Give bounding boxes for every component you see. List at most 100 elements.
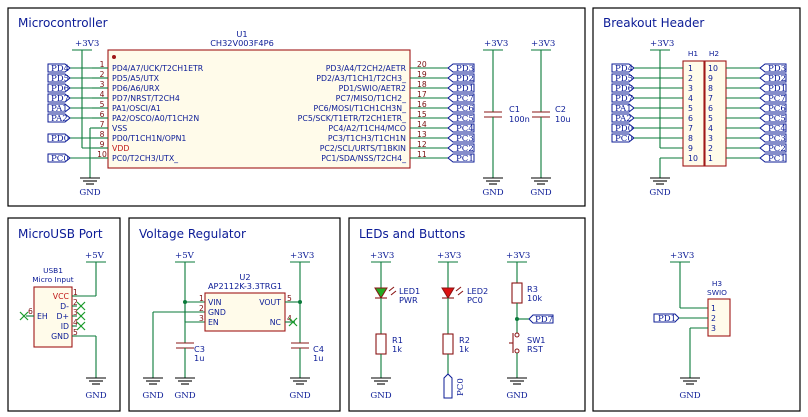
reg-gnd-label: GND <box>142 391 163 401</box>
mcu-right-pc3-label: PC3 <box>456 134 474 144</box>
mcu-right-pc6-label: PC6 <box>456 104 474 114</box>
usb-pin-name: GND <box>51 332 69 341</box>
pin1-marker <box>112 55 116 59</box>
reg-gnd-symbol <box>143 377 163 385</box>
sw1-gnd-label: GND <box>506 391 527 401</box>
usb-pin-number: 3 <box>73 308 78 317</box>
sw1-pd7-label: PD7 <box>535 315 553 325</box>
mcu-pin-name: PC6/MOSI/T1CH1CH3N_ <box>314 104 407 113</box>
mcu-pin-number: 18 <box>417 80 427 89</box>
c1-supply-net: +3V3 <box>484 39 508 49</box>
h3-ref: H3 <box>712 279 723 288</box>
usb-nc-marker <box>76 311 86 321</box>
header-gnd-symbol <box>650 177 670 185</box>
mcu-right-pd2-port <box>447 73 475 83</box>
h3-supply-net: +3V3 <box>670 251 694 261</box>
mcu-left-pd6-label: PD6 <box>51 84 69 94</box>
mcu-vdd-net: +3V3 <box>75 39 99 49</box>
reg-output-net: +3V3 <box>290 251 314 261</box>
h1-ref: H1 <box>688 49 699 58</box>
h2-pc6-port <box>759 103 787 113</box>
reg-nc-marker <box>288 317 298 327</box>
mcu-pin-number: 8 <box>100 130 105 139</box>
mcu-left-pa2-label: PA2 <box>51 114 68 124</box>
c2-value: 10u <box>555 114 571 124</box>
mcu-pin-number: 6 <box>100 110 105 119</box>
mcu-right-pd1-port <box>447 83 475 93</box>
h3-pin3: 3 <box>711 324 716 333</box>
h1-pd0-port <box>611 123 635 133</box>
mcu-left-pa1-port <box>47 103 71 113</box>
usb-eh-number: 6 <box>28 307 33 316</box>
h2-pd2-label: PD2 <box>768 74 786 84</box>
r2-ref: R2 <box>459 335 470 345</box>
h2-pc6-label: PC6 <box>768 104 786 114</box>
usb-pin-number: 5 <box>73 328 78 337</box>
regulator-block <box>128 217 341 412</box>
sw1-pd7-port <box>528 314 554 324</box>
mcu-right-pd3-port <box>447 63 475 73</box>
r2-value: 1k <box>459 344 469 354</box>
h1-pa1-port <box>611 103 635 113</box>
microcontroller-title: Microcontroller <box>18 16 108 30</box>
mcu-left-pd7-label: PD7 <box>51 94 69 104</box>
led1-ref: LED1 <box>399 286 420 296</box>
mcu-pin-name: PC5/SCK/T1ETR/T2CH1ETR_ <box>298 114 406 123</box>
c3-value: 1u <box>194 353 204 363</box>
c4-gnd-label: GND <box>289 391 310 401</box>
mcu-pin-number: 15 <box>417 110 427 119</box>
header-supply-net: +3V3 <box>650 39 674 49</box>
regulator-title: Voltage Regulator <box>139 227 246 241</box>
c1-ref: C1 <box>509 104 520 114</box>
mcu-ref: U1 <box>236 29 247 39</box>
h1-body <box>682 60 705 167</box>
led1-supply-net: +3V3 <box>370 251 394 261</box>
h2-pin-number: 10 <box>708 64 718 73</box>
header-gnd-label: GND <box>649 188 670 198</box>
mcu-pin-number: 9 <box>100 140 105 149</box>
mcu-left-pd4-port <box>47 63 71 73</box>
h2-pc2-port <box>759 143 787 153</box>
h1-pc0-port <box>611 133 635 143</box>
mcu-left-pd5-label: PD5 <box>51 74 69 84</box>
mcu-right-pd1-label: PD1 <box>456 84 474 94</box>
reg-pin-number: 5 <box>287 294 292 303</box>
mcu-pin-number: 10 <box>97 150 107 159</box>
r3-ref: R3 <box>527 284 538 294</box>
h2-pin-number: 6 <box>708 104 713 113</box>
usb-pin-name: D- <box>60 302 69 311</box>
mcu-right-pc2-port <box>447 143 475 153</box>
mcu-left-pd6-port <box>47 83 71 93</box>
r1-ref: R1 <box>392 335 403 345</box>
h3-pin1: 1 <box>711 304 716 313</box>
mcu-right-pc2-label: PC2 <box>456 144 474 154</box>
reg-pin-number: 1 <box>199 294 204 303</box>
usb-ref: USB1 <box>43 266 63 275</box>
r1-gnd-symbol <box>371 377 391 385</box>
mcu-body <box>107 49 411 169</box>
h1-pin-number: 5 <box>688 104 693 113</box>
mcu-right-pc7-label: PC7 <box>456 94 474 104</box>
h1-pd4-port <box>611 63 635 73</box>
usb-nc-marker <box>76 321 86 331</box>
mcu-left-pc0-port <box>47 153 71 163</box>
h1-pin-number: 2 <box>688 74 693 83</box>
mcu-pin-name: PC7/MISO/T1CH2_ <box>336 94 406 103</box>
usb-body <box>33 286 73 348</box>
usb-value: Micro Input <box>32 275 73 284</box>
mcu-right-pc5-port <box>447 113 475 123</box>
h1-pd5-port <box>611 73 635 83</box>
mcu-left-pd0-port <box>47 133 71 143</box>
reg-ref: U2 <box>239 272 250 282</box>
mcu-right-pc4-port <box>447 123 475 133</box>
h1-pd5-label: PD5 <box>615 74 633 84</box>
r2-symbol <box>442 333 454 355</box>
mcu-pin-number: 5 <box>100 100 105 109</box>
led2-supply-net: +3V3 <box>437 251 461 261</box>
usb-eh-nc-marker <box>19 311 29 321</box>
h2-pc3-port <box>759 133 787 143</box>
usb-pin-number: 4 <box>73 318 78 327</box>
h2-pin-number: 9 <box>708 74 713 83</box>
